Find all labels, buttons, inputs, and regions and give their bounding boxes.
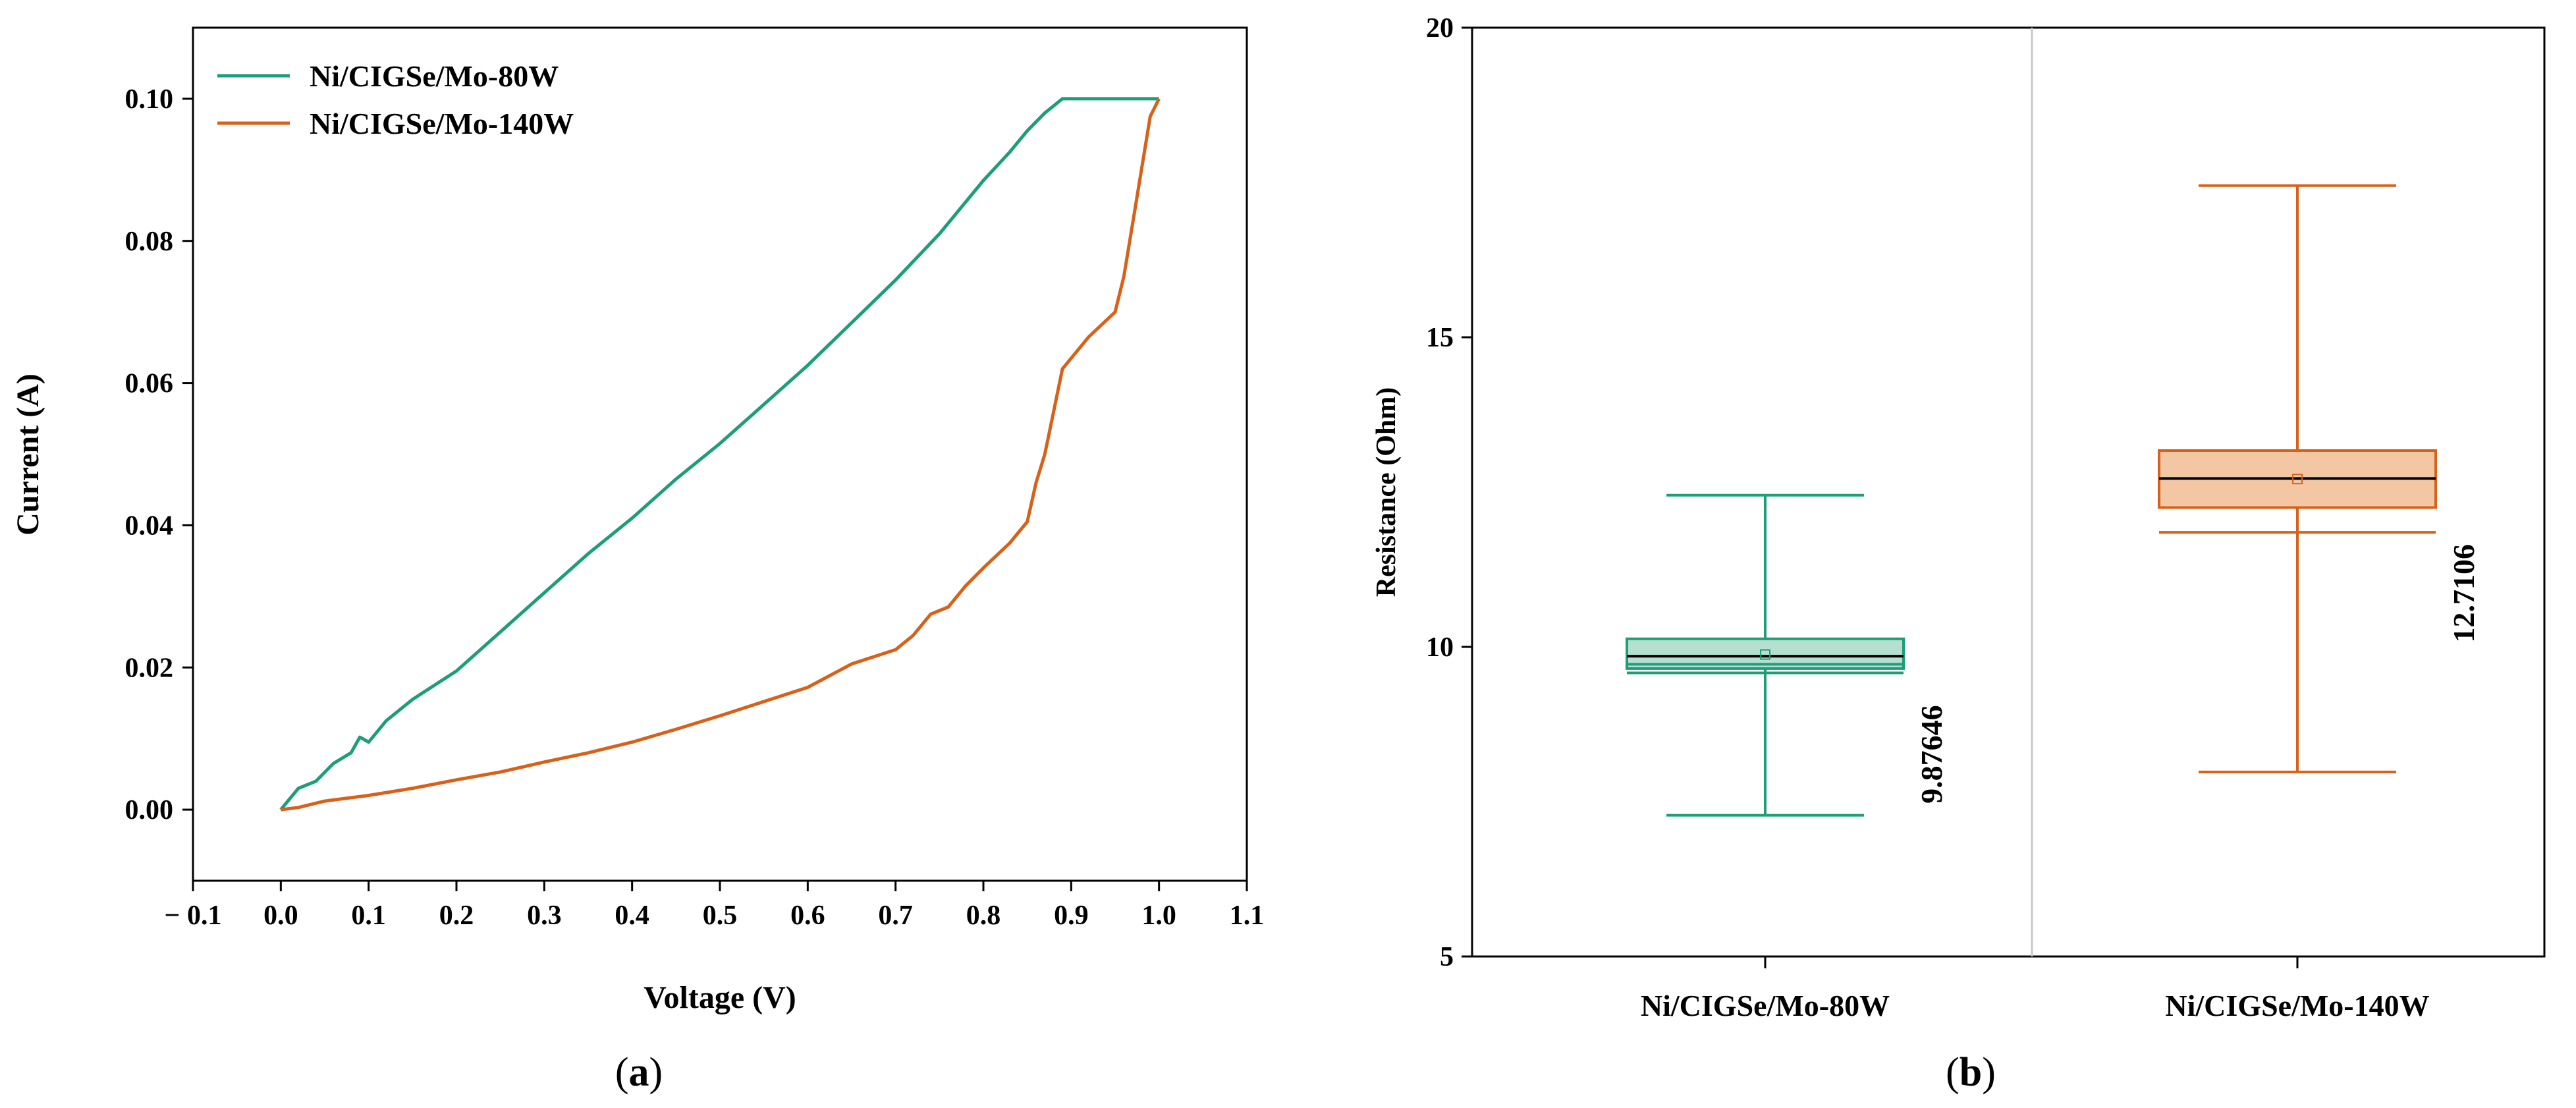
panel-label-b: (b) [1946, 1050, 1996, 1095]
x-tick-label: 0.2 [439, 900, 474, 931]
box-80w: 9.87646 [1626, 493, 1948, 817]
y-tick-label: 5 [1440, 942, 1454, 972]
x-tick-label: 0.4 [615, 900, 649, 931]
y-tick-label: 0.02 [125, 653, 174, 683]
category-label-140w: Ni/CIGSe/Mo-140W [2165, 989, 2429, 1022]
y-tick-label: 0.06 [125, 369, 174, 399]
y-tick-label: 20 [1426, 13, 1454, 43]
plot-b-frame [1471, 26, 2546, 958]
x-tick-label: 1.1 [1230, 900, 1265, 931]
y-tick-label: 0.00 [125, 795, 174, 825]
y-tick-label: 0.04 [125, 511, 174, 541]
panel-label-a: (a) [615, 1050, 663, 1095]
x-tick-label: 0.5 [703, 900, 738, 931]
series-lines [279, 97, 1161, 812]
legend: Ni/CIGSe/Mo-80W Ni/CIGSe/Mo-140W [217, 59, 574, 140]
legend-label-140w: Ni/CIGSe/Mo-140W [310, 107, 574, 140]
mean-marker [1760, 649, 1770, 660]
box-140w: 12.7106 [2158, 184, 2480, 773]
mean-marker [2292, 474, 2303, 485]
panel-a-line-chart: − 0.1 0.0 0.1 0.2 0.3 0.4 0.5 0.6 0.7 0.8 0.9 1.0 1.… [11, 26, 1265, 1095]
x-tick-label: 0.6 [790, 900, 825, 931]
x-tick-label: 0.1 [351, 900, 386, 931]
series-line-140w [280, 97, 1161, 812]
x-tick-label: 0.8 [966, 900, 1001, 931]
x-tick-label: − 0.1 [165, 900, 222, 931]
y-tick-label: 15 [1426, 323, 1454, 353]
panel-b-box-chart: 5 10 15 20 9.87646 12.7106 Ni/CIGSe/Mo-80W N… [1371, 13, 2546, 1095]
boxes: 9.87646 12.7106 [1626, 184, 2480, 817]
y-axis-ticks: 0.00 0.02 0.04 0.06 0.08 0.10 [125, 84, 193, 825]
x-tick-label: 1.0 [1141, 900, 1176, 931]
series-line-80w [279, 97, 1159, 811]
x-axis-ticks: − 0.1 0.0 0.1 0.2 0.3 0.4 0.5 0.6 0.7 0.8 0.9 1.0 1.… [165, 881, 1265, 931]
x-tick-label: 0.3 [527, 900, 562, 931]
x-axis-label: Voltage (V) [644, 980, 796, 1015]
y-tick-label: 10 [1426, 632, 1454, 663]
y-axis-ticks: 5 10 15 20 [1426, 13, 1472, 972]
mean-value-label: 9.87646 [1915, 705, 1948, 804]
category-label-80w: Ni/CIGSe/Mo-80W [1641, 989, 1890, 1022]
x-tick-label: 0.7 [878, 900, 913, 931]
x-tick-label: 0.9 [1054, 900, 1089, 931]
y-tick-label: 0.08 [125, 227, 174, 257]
y-axis-label: Current (A) [11, 374, 45, 536]
mean-value-label: 12.7106 [2447, 544, 2480, 643]
y-tick-label: 0.10 [125, 84, 174, 115]
legend-label-80w: Ni/CIGSe/Mo-80W [310, 59, 559, 93]
y-axis-label: Resistance (Ohm) [1371, 387, 1402, 597]
x-tick-label: 0.0 [263, 900, 298, 931]
